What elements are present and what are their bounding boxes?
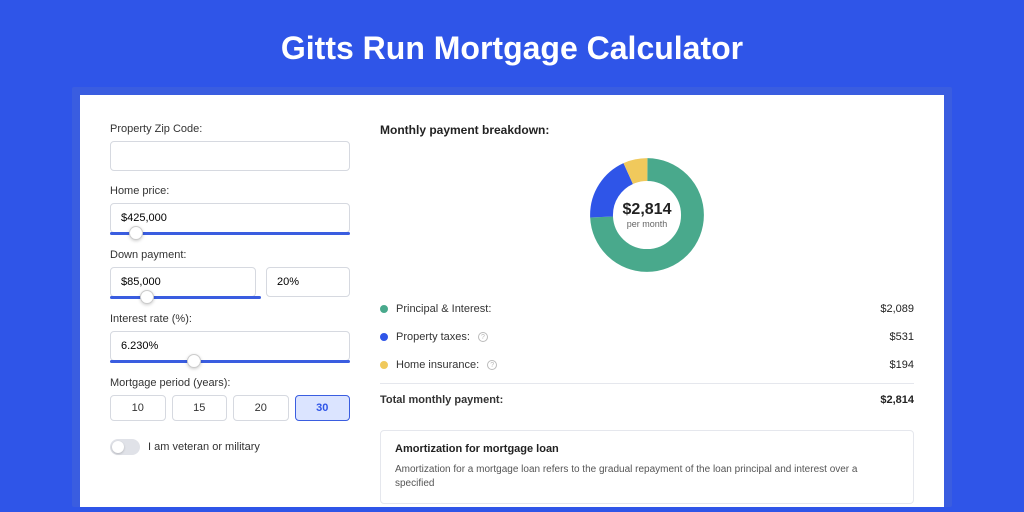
down-payment-amount-input[interactable]: [110, 267, 256, 297]
legend-value: $531: [890, 331, 914, 343]
calculator-card: Property Zip Code: Home price: Down paym…: [80, 95, 944, 507]
home-price-field: Home price:: [110, 185, 350, 235]
legend-label: Principal & Interest:: [396, 303, 491, 315]
zip-field: Property Zip Code:: [110, 123, 350, 171]
legend-label: Property taxes:: [396, 331, 470, 343]
legend-row: Principal & Interest: $2,089: [380, 295, 914, 323]
page-title: Gitts Run Mortgage Calculator: [0, 0, 1024, 87]
input-column: Property Zip Code: Home price: Down paym…: [110, 123, 350, 479]
home-price-label: Home price:: [110, 185, 350, 197]
down-payment-label: Down payment:: [110, 249, 350, 261]
donut-center: $2,814 per month: [623, 201, 672, 229]
period-field: Mortgage period (years): 10152030: [110, 377, 350, 421]
legend-row: Home insurance:? $194: [380, 351, 914, 379]
payment-donut-chart: $2,814 per month: [587, 155, 707, 275]
amortization-title: Amortization for mortgage loan: [395, 443, 899, 455]
period-option-30[interactable]: 30: [295, 395, 351, 421]
down-payment-slider[interactable]: [110, 296, 261, 299]
amortization-text: Amortization for a mortgage loan refers …: [395, 463, 899, 491]
down-payment-percent-input[interactable]: [266, 267, 350, 297]
home-price-slider-thumb[interactable]: [129, 226, 143, 240]
amortization-box: Amortization for mortgage loan Amortizat…: [380, 430, 914, 504]
period-option-15[interactable]: 15: [172, 395, 228, 421]
donut-center-sub: per month: [623, 219, 672, 229]
veteran-toggle-label: I am veteran or military: [148, 441, 260, 453]
legend-label: Home insurance:: [396, 359, 479, 371]
total-row: Total monthly payment: $2,814: [380, 383, 914, 414]
total-value: $2,814: [880, 394, 914, 406]
legend-value: $2,089: [880, 303, 914, 315]
veteran-toggle[interactable]: [110, 439, 140, 455]
card-shadow: Property Zip Code: Home price: Down paym…: [72, 87, 952, 507]
interest-rate-field: Interest rate (%):: [110, 313, 350, 363]
veteran-toggle-knob: [112, 441, 124, 453]
legend-value: $194: [890, 359, 914, 371]
info-icon[interactable]: ?: [478, 332, 488, 342]
zip-label: Property Zip Code:: [110, 123, 350, 135]
breakdown-column: Monthly payment breakdown: $2,814 per mo…: [380, 123, 914, 479]
interest-rate-label: Interest rate (%):: [110, 313, 350, 325]
legend-dot: [380, 361, 388, 369]
interest-rate-slider[interactable]: [110, 360, 350, 363]
home-price-slider[interactable]: [110, 232, 350, 235]
down-payment-field: Down payment:: [110, 249, 350, 299]
legend-row: Property taxes:? $531: [380, 323, 914, 351]
down-payment-slider-thumb[interactable]: [140, 290, 154, 304]
interest-rate-slider-thumb[interactable]: [187, 354, 201, 368]
period-option-10[interactable]: 10: [110, 395, 166, 421]
breakdown-title: Monthly payment breakdown:: [380, 123, 914, 137]
legend-dot: [380, 333, 388, 341]
period-label: Mortgage period (years):: [110, 377, 350, 389]
total-label: Total monthly payment:: [380, 394, 503, 406]
donut-center-value: $2,814: [623, 201, 672, 219]
info-icon[interactable]: ?: [487, 360, 497, 370]
home-price-input[interactable]: [110, 203, 350, 233]
interest-rate-input[interactable]: [110, 331, 350, 361]
period-option-20[interactable]: 20: [233, 395, 289, 421]
veteran-toggle-row: I am veteran or military: [110, 439, 350, 455]
legend-dot: [380, 305, 388, 313]
donut-wrap: $2,814 per month: [380, 155, 914, 275]
zip-input[interactable]: [110, 141, 350, 171]
